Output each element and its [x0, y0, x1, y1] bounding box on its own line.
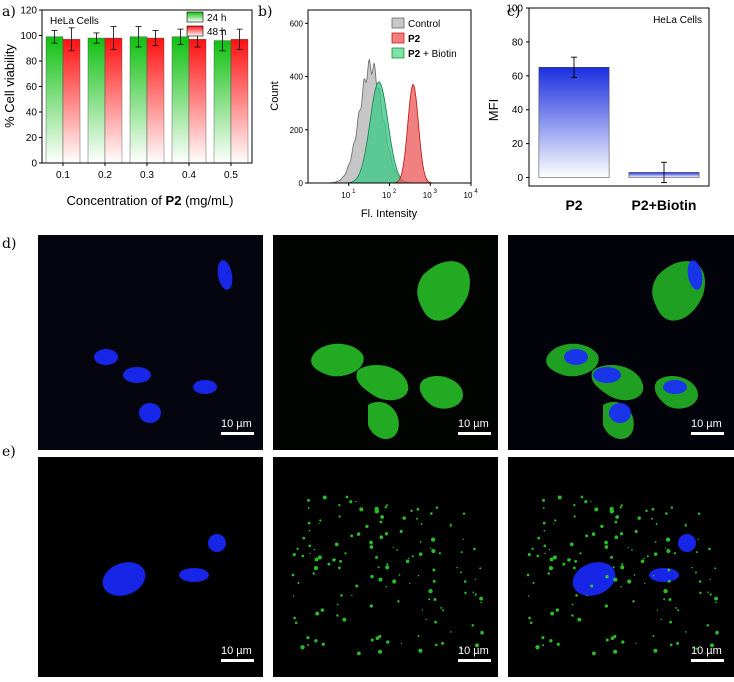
- scale-bar: [691, 659, 724, 662]
- chart-c-annotation: HeLa Cells: [653, 15, 702, 26]
- y-tick-label-60: 60: [512, 71, 524, 82]
- scale-label: 10 µm: [458, 645, 489, 657]
- panel-label-b: b): [258, 4, 273, 20]
- chart-a-ylabel: % Cell viability: [2, 44, 17, 128]
- panel-label-e: e): [2, 444, 16, 460]
- y-tick-label-0: 0: [517, 173, 523, 184]
- y-tick-label-20: 20: [26, 133, 38, 144]
- micrograph-d-green: 10 µm: [273, 235, 498, 450]
- scale-label: 10 µm: [458, 418, 489, 430]
- y-tick-label-0: 0: [31, 159, 37, 170]
- x-tick-label-0.1: 0.1: [56, 170, 70, 181]
- legend-swatch-p2-biotin: [391, 47, 405, 59]
- bar-48h-0.1: [62, 39, 81, 164]
- legend-label-p2-biotin: P2 + Biotin: [408, 49, 457, 60]
- legend-swatch-control: [391, 17, 405, 29]
- green-puncta: [291, 495, 484, 656]
- panel-label-a: a): [2, 4, 16, 20]
- scale-label: 10 µm: [691, 418, 722, 430]
- bar-48h-0.2: [104, 37, 123, 164]
- legend-a: 24 h 48 h: [186, 11, 226, 38]
- y-tick-label-100: 100: [506, 4, 523, 15]
- legend-label-48h: 48 h: [207, 27, 226, 38]
- scale-bar: [691, 432, 724, 435]
- chart-a-annotation: HeLa Cells: [50, 16, 99, 27]
- legend-label-control: Control: [408, 19, 440, 30]
- micrograph-e-green: 10 µm: [273, 457, 498, 677]
- chart-c-mfi: P2 P2+Biotin 0 20 40 60 80 100 HeLa Cells MFI: [486, 4, 710, 213]
- panel-label-c: c): [507, 4, 521, 20]
- x-tick-label-1e4: 10: [464, 191, 473, 200]
- bar-24h-0.2: [87, 37, 106, 164]
- chart-b-xlabel: Fl. Intensity: [361, 208, 418, 220]
- panel-label-d: d): [2, 236, 17, 252]
- x-tick-exp-1e4: 4: [474, 189, 478, 195]
- legend-label-p2: P2: [408, 34, 421, 45]
- x-tick-exp-1e1: 1: [352, 189, 356, 195]
- legend-label-24h: 24 h: [207, 13, 226, 24]
- legend-b: Control P2 P2 + Biotin: [391, 17, 457, 60]
- legend-swatch-24h: [186, 11, 204, 23]
- legend-swatch-48h: [186, 25, 204, 37]
- y-tick-label-100: 100: [20, 31, 37, 42]
- bar-24h-0.3: [129, 36, 148, 164]
- bar-48h-0.4: [188, 39, 207, 164]
- micrograph-e-nucleus: 10 µm: [38, 457, 263, 677]
- x-tick-label-1e2: 10: [382, 191, 391, 200]
- x-tick-exp-1e3: 3: [434, 189, 438, 195]
- scale-label: 10 µm: [691, 645, 722, 657]
- chart-c-ylabel: MFI: [486, 99, 501, 121]
- x-tick-label-P2: P2: [565, 197, 582, 213]
- x-tick-label-0.3: 0.3: [140, 170, 154, 181]
- bar-24h-0.4: [171, 36, 190, 164]
- y-tick-label-200: 200: [290, 126, 304, 135]
- y-tick-label-60: 60: [26, 82, 38, 93]
- y-tick-label-20: 20: [512, 139, 524, 150]
- chart-a-cell-viability: 0.1 0.2 0.3 0.4 0.5 0 20 40 60 80 100 120 HeLa Cell…: [2, 6, 253, 208]
- micrograph-d-nucleus: 10 µm: [38, 235, 263, 450]
- x-tick-exp-1e2: 2: [393, 189, 397, 195]
- scale-bar: [221, 432, 254, 435]
- y-tick-label-40: 40: [512, 105, 524, 116]
- micrograph-d-merged: 10 µm: [508, 235, 734, 450]
- y-tick-label-40: 40: [26, 108, 38, 119]
- scale-label: 10 µm: [221, 645, 252, 657]
- chart-b-ylabel: Count: [269, 81, 281, 110]
- y-tick-label-400: 400: [290, 73, 304, 82]
- scale-bar: [458, 432, 491, 435]
- bar-24h-0.5: [213, 40, 232, 164]
- y-tick-label-80: 80: [512, 37, 524, 48]
- bar-48h-0.5: [230, 39, 249, 164]
- x-tick-label-0.4: 0.4: [182, 170, 196, 181]
- x-tick-label-1e3: 10: [423, 191, 432, 200]
- x-tick-label-0.5: 0.5: [224, 170, 238, 181]
- y-tick-label-600: 600: [290, 19, 304, 28]
- x-tick-label-1e1: 10: [341, 191, 350, 200]
- x-tick-label-0.2: 0.2: [98, 170, 112, 181]
- scale-label: 10 µm: [221, 418, 252, 430]
- bar-48h-0.3: [146, 37, 165, 164]
- y-tick-label-120: 120: [20, 6, 37, 17]
- bar-24h-0.1: [45, 36, 64, 164]
- scale-bar: [221, 659, 254, 662]
- scale-bar: [458, 659, 491, 662]
- x-tick-label-P2-Biotin: P2+Biotin: [632, 197, 697, 213]
- chart-a-xlabel: Concentration of P2 (mg/mL): [67, 193, 234, 208]
- bar-P2: [538, 67, 610, 178]
- y-tick-label-0: 0: [299, 179, 304, 188]
- y-tick-label-80: 80: [26, 57, 38, 68]
- green-puncta: [526, 495, 719, 656]
- micrograph-e-merged: 10 µm: [508, 457, 734, 677]
- legend-swatch-p2: [391, 32, 405, 44]
- histogram-p2: [391, 84, 435, 184]
